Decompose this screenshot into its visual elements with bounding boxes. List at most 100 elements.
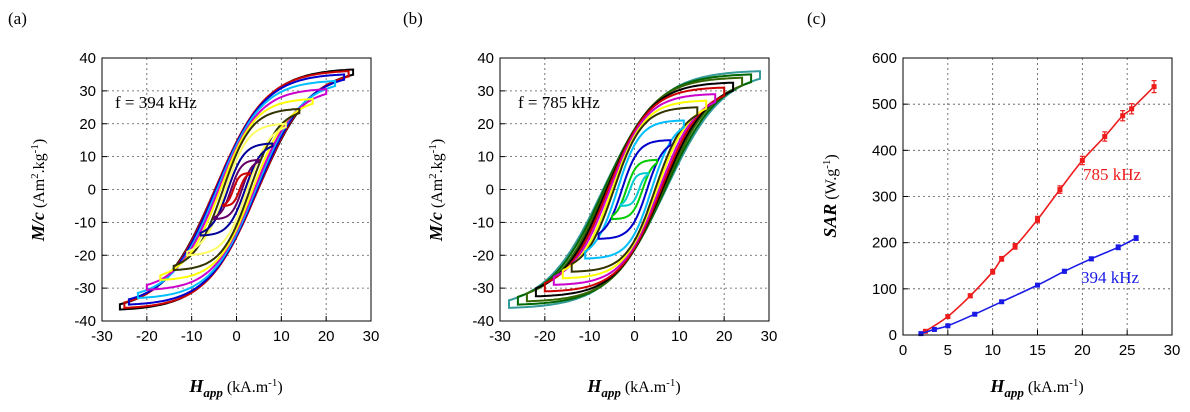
tick-label-x: 0 xyxy=(630,328,638,345)
tick-label-y: 0 xyxy=(889,327,897,344)
data-point xyxy=(945,323,951,329)
tick-label-x: 10 xyxy=(273,328,290,345)
data-point xyxy=(1061,268,1067,274)
tick-label-x: 5 xyxy=(944,342,952,359)
tick-label-x: 25 xyxy=(1119,342,1136,359)
tick-label-y: 20 xyxy=(79,116,96,133)
tick-label-y: 200 xyxy=(872,235,897,252)
data-point xyxy=(931,326,937,332)
data-point xyxy=(1057,187,1063,193)
hysteresis-loop xyxy=(186,122,287,257)
tick-label-y: 0 xyxy=(88,182,96,199)
data-point xyxy=(1151,84,1157,90)
panel-a-xlabel: Happ (kA.m-1) xyxy=(188,376,282,400)
tick-label-y: 30 xyxy=(477,83,494,100)
hysteresis-loop xyxy=(172,108,301,271)
hysteresis-loop xyxy=(525,76,744,303)
hysteresis-loop xyxy=(611,158,658,221)
tick-label-x: -10 xyxy=(579,328,601,345)
data-point xyxy=(945,314,951,320)
tick-label-y: 500 xyxy=(872,96,897,113)
hysteresis-loop xyxy=(597,139,672,240)
tick-label-x: 30 xyxy=(1164,342,1181,359)
tick-label-y: -10 xyxy=(472,214,494,231)
tick-label-x: 20 xyxy=(318,328,335,345)
series-label-785: 785 kHz xyxy=(1083,165,1142,184)
panel-label-a: (a) xyxy=(8,9,27,28)
hysteresis-loop xyxy=(570,106,699,273)
data-point xyxy=(1079,157,1085,163)
tick-label-y: -20 xyxy=(74,247,96,264)
hysteresis-loop xyxy=(222,172,251,207)
tick-label-y: -20 xyxy=(472,247,494,264)
tick-label-y: 600 xyxy=(872,50,897,67)
hysteresis-loop xyxy=(213,158,260,221)
tick-label-x: 10 xyxy=(984,342,1001,359)
tick-label-x: 20 xyxy=(1074,342,1091,359)
hysteresis-loop xyxy=(136,79,337,300)
hysteresis-loop xyxy=(145,88,328,291)
tick-label-y: -40 xyxy=(472,313,494,330)
hysteresis-loop xyxy=(543,86,726,293)
data-point xyxy=(972,311,978,317)
tick-label-x: 30 xyxy=(761,328,778,345)
hysteresis-loop xyxy=(127,73,346,306)
series-line xyxy=(920,237,1137,335)
hysteresis-loop xyxy=(584,119,685,260)
data-point xyxy=(967,293,973,299)
data-point xyxy=(990,269,996,275)
tick-label-y: 20 xyxy=(477,116,494,133)
tick-label-y: 10 xyxy=(79,149,96,166)
tick-label-y: 30 xyxy=(79,83,96,100)
tick-label-x: -20 xyxy=(534,328,556,345)
tick-label-y: 40 xyxy=(79,50,96,67)
series-label-394: 394 kHz xyxy=(1081,268,1140,287)
tick-label-y: 300 xyxy=(872,189,897,206)
data-point xyxy=(1102,133,1108,139)
data-point xyxy=(1012,243,1018,249)
tick-label-x: -10 xyxy=(181,328,203,345)
data-point xyxy=(922,328,928,334)
panel-b-ylabel: M/c(Am2.kg-1) xyxy=(426,139,446,242)
panel-c-xlabel: Happ (kA.m-1) xyxy=(989,376,1083,400)
hysteresis-loop xyxy=(552,93,717,286)
panel-label-b: (b) xyxy=(403,9,423,28)
panel-c-ylabel: SAR(W.g-1) xyxy=(820,154,840,238)
tick-label-x: 10 xyxy=(671,328,688,345)
hysteresis-loop xyxy=(620,172,649,207)
panel-a-ylabel: M/c(Am2.kg-1) xyxy=(28,139,48,242)
data-point xyxy=(999,299,1005,305)
data-point xyxy=(918,331,924,337)
data-point xyxy=(1035,217,1040,223)
tick-label-y: 40 xyxy=(477,50,494,67)
hysteresis-loop xyxy=(159,98,314,281)
tick-label-y: 0 xyxy=(486,182,494,199)
tick-label-x: 30 xyxy=(363,328,380,345)
data-point xyxy=(1035,282,1040,288)
panel-a-annotation: f = 394 kHz xyxy=(115,93,197,112)
panel-b-annotation: f = 785 kHz xyxy=(518,93,600,112)
hysteresis-loop xyxy=(199,142,274,237)
tick-label-x: -30 xyxy=(91,328,113,345)
tick-label-x: 15 xyxy=(1029,342,1046,359)
tick-label-y: 100 xyxy=(872,281,897,298)
tick-label-y: -30 xyxy=(74,280,96,297)
tick-label-y: 400 xyxy=(872,142,897,159)
tick-label-x: -30 xyxy=(489,328,511,345)
tick-label-y: 10 xyxy=(477,149,494,166)
tick-label-x: 20 xyxy=(716,328,733,345)
tick-label-x: -20 xyxy=(136,328,158,345)
panel-b-xlabel: Happ (kA.m-1) xyxy=(586,376,680,400)
tick-label-y: -30 xyxy=(472,280,494,297)
tick-label-x: 0 xyxy=(899,342,907,359)
data-point xyxy=(1129,106,1135,112)
data-point xyxy=(1133,235,1139,241)
series-line xyxy=(924,86,1155,332)
panel-label-c: (c) xyxy=(807,9,826,28)
tick-label-y: -10 xyxy=(74,214,96,231)
data-point xyxy=(1115,244,1121,250)
data-point xyxy=(1088,256,1094,262)
